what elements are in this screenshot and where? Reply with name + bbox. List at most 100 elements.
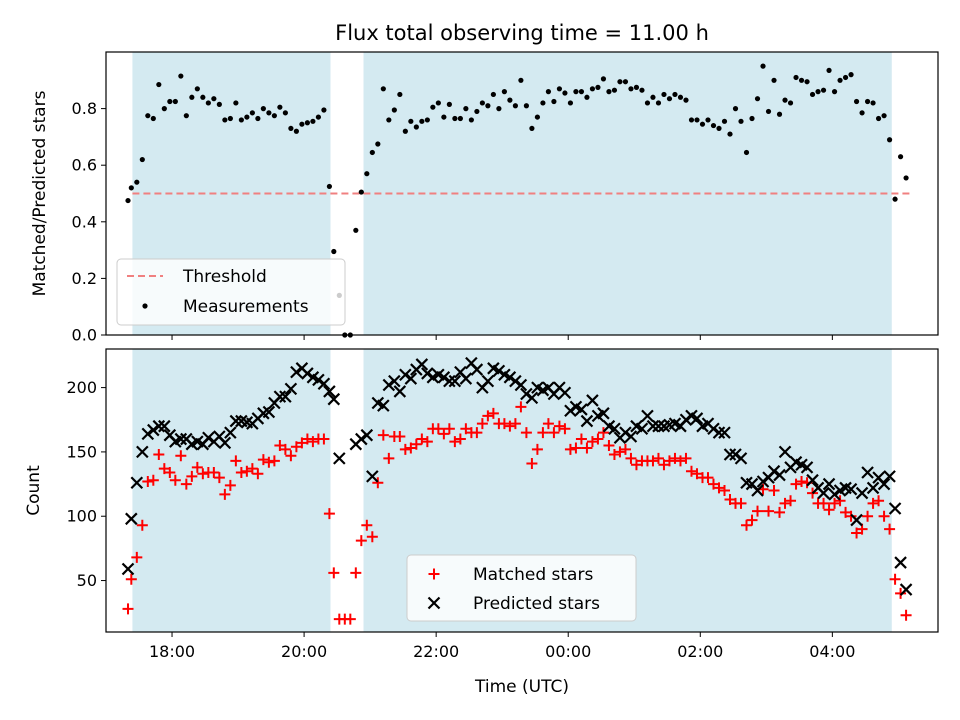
measurement-point bbox=[331, 248, 337, 255]
matched-star-point bbox=[471, 427, 483, 439]
measurement-point bbox=[156, 81, 162, 88]
y-tick-label: 0.6 bbox=[72, 156, 97, 175]
measurement-point bbox=[600, 76, 607, 82]
predicted-star-point bbox=[503, 371, 517, 384]
predicted-star-point bbox=[382, 378, 396, 392]
measurement-point bbox=[304, 120, 310, 126]
matched-star-point bbox=[399, 443, 411, 455]
predicted-star-point bbox=[366, 470, 379, 483]
matched-star-point bbox=[829, 497, 841, 509]
measurement-point bbox=[666, 96, 673, 102]
measurement-point bbox=[277, 104, 283, 110]
matched-star-point bbox=[564, 443, 576, 455]
matched-star-point bbox=[350, 567, 362, 579]
predicted-star-point bbox=[580, 414, 594, 428]
matched-star-point bbox=[625, 452, 637, 464]
matched-star-point bbox=[746, 514, 758, 526]
legend-matched-label: Matched stars bbox=[473, 565, 593, 585]
measurement-point bbox=[782, 97, 788, 103]
predicted-star-point bbox=[312, 373, 325, 387]
predicted-star-point bbox=[158, 419, 171, 433]
y-tick-label: 0.0 bbox=[72, 326, 97, 345]
measurement-point bbox=[457, 115, 463, 122]
measurement-point bbox=[326, 183, 333, 190]
measurement-point bbox=[205, 100, 211, 106]
measurement-point bbox=[353, 227, 359, 233]
measurement-point bbox=[820, 87, 827, 93]
measurement-point bbox=[760, 63, 766, 69]
y-tick-label: 200 bbox=[66, 378, 97, 397]
matched-star-point bbox=[175, 450, 187, 462]
measurement-point bbox=[551, 98, 557, 105]
measurement-point bbox=[222, 117, 228, 123]
y-tick-label: 100 bbox=[66, 507, 97, 526]
measurement-point bbox=[391, 107, 397, 113]
measurement-point bbox=[507, 97, 513, 103]
predicted-star-point bbox=[202, 431, 215, 445]
predicted-star-point bbox=[712, 426, 726, 439]
measurement-point bbox=[485, 103, 491, 109]
measurement-point bbox=[804, 79, 810, 85]
measurement-point bbox=[490, 91, 496, 98]
x-tick-label: 04:00 bbox=[809, 642, 855, 661]
matched-star-point bbox=[279, 443, 291, 455]
measurement-point bbox=[200, 94, 206, 100]
measurement-point bbox=[798, 77, 805, 83]
measurement-point bbox=[683, 97, 689, 103]
predicted-star-point bbox=[459, 372, 473, 385]
predicted-star-point bbox=[448, 374, 462, 388]
matched-star-point bbox=[290, 441, 302, 453]
matched-star-point bbox=[669, 452, 681, 464]
measurement-point bbox=[699, 121, 706, 127]
matched-star-point bbox=[889, 573, 901, 585]
measurement-point bbox=[870, 100, 876, 106]
matched-star-point bbox=[213, 472, 225, 484]
matched-star-point bbox=[301, 433, 313, 445]
matched-star-point bbox=[630, 459, 642, 471]
measurement-point bbox=[293, 128, 299, 134]
measurement-point bbox=[875, 115, 882, 122]
matched-star-point bbox=[663, 455, 675, 467]
legend-matched-swatch bbox=[428, 568, 440, 580]
measurement-point bbox=[413, 124, 419, 130]
measurement-point bbox=[584, 94, 590, 100]
predicted-star-point bbox=[393, 385, 407, 398]
y-axis-label: Count bbox=[24, 465, 44, 516]
predicted-star-point bbox=[619, 426, 632, 439]
measurement-point bbox=[650, 94, 656, 100]
measurement-point bbox=[238, 117, 244, 123]
matched-star-point bbox=[614, 446, 626, 458]
predicted-star-point bbox=[218, 436, 232, 450]
matched-star-point bbox=[257, 454, 269, 466]
measurement-point bbox=[139, 156, 145, 163]
measurement-point bbox=[479, 100, 485, 106]
matched-star-point bbox=[713, 482, 725, 494]
predicted-star-point bbox=[301, 367, 314, 380]
matched-star-point bbox=[845, 510, 857, 522]
measurement-point bbox=[831, 89, 838, 95]
matched-star-point bbox=[520, 427, 532, 439]
predicted-star-point bbox=[558, 386, 572, 400]
legend-predicted-swatch bbox=[427, 596, 441, 610]
matched-star-point bbox=[361, 519, 373, 531]
predicted-star-point bbox=[437, 371, 451, 384]
measurement-point bbox=[194, 86, 200, 92]
measurement-point bbox=[903, 175, 909, 181]
measurement-point bbox=[826, 67, 832, 73]
matched-star-point bbox=[581, 442, 593, 454]
matched-star-point bbox=[531, 443, 543, 455]
measurement-point bbox=[424, 117, 430, 123]
matched-star-point bbox=[377, 429, 389, 441]
predicted-star-point bbox=[404, 372, 418, 385]
matched-star-point bbox=[724, 494, 736, 506]
predicted-star-point bbox=[327, 392, 341, 406]
predicted-star-point bbox=[492, 364, 506, 378]
measurement-point bbox=[688, 117, 695, 123]
measurement-point bbox=[754, 96, 761, 102]
matched-star-point bbox=[559, 423, 571, 435]
measurement-point bbox=[161, 106, 167, 112]
matched-star-point bbox=[191, 461, 203, 473]
chart-title: Flux total observing time = 11.00 h bbox=[335, 21, 709, 45]
axes-frame bbox=[105, 51, 939, 336]
predicted-star-point bbox=[899, 583, 913, 596]
